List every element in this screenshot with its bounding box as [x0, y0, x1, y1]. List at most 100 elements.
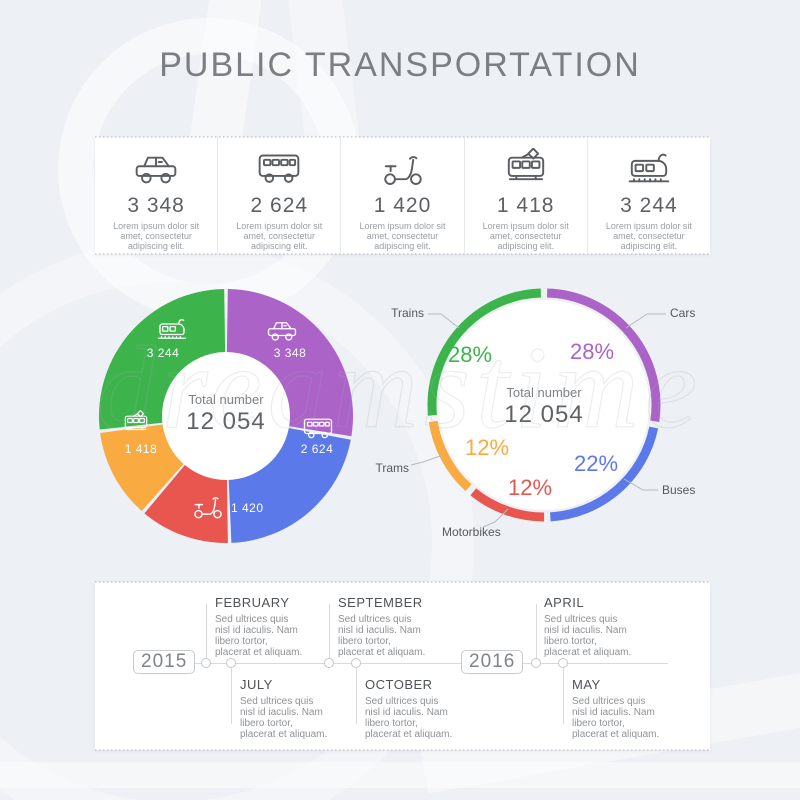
- timeline-connector: [356, 667, 357, 724]
- event-month: SEPTEMBER: [338, 595, 423, 610]
- donut-segment-cars: [226, 289, 354, 437]
- event-month: APRIL: [544, 595, 585, 610]
- donut-chart-totals: 3 348 2 624 1 420 1 418 3 244 Total numb…: [99, 289, 354, 544]
- event-text: Sed ultrices quis nisl id iaculis. Nam l…: [572, 696, 660, 740]
- ring-center-label: Total number: [506, 385, 582, 400]
- timeline-node-september: [324, 658, 334, 668]
- ring-segment-cars: [547, 288, 661, 422]
- perforated-edge: [95, 253, 710, 255]
- timeline-node-february: [201, 658, 211, 668]
- event-month: MAY: [572, 677, 601, 692]
- timeline-node-may: [558, 658, 568, 668]
- event-month: FEBRUARY: [215, 595, 290, 610]
- timeline-event-may: MAY Sed ultrices quis nisl id iaculis. N…: [572, 677, 668, 740]
- ring-segment-trains: [427, 288, 541, 416]
- tram-icon: [500, 148, 552, 191]
- stat-description: Lorem ipsum dolor sit amet, consectetur …: [359, 221, 446, 251]
- scooter-icon: [377, 148, 429, 191]
- stat-description: Lorem ipsum dolor sit amet, consectetur …: [605, 221, 692, 251]
- callout-line-motorbikes: [482, 508, 509, 528]
- percent-trams: 12%: [465, 435, 509, 460]
- timeline-node-october: [351, 658, 361, 668]
- page-title: PUBLIC TRANSPORTATION: [159, 46, 641, 84]
- stat-description: Lorem ipsum dolor sit amet, consectetur …: [113, 221, 200, 251]
- event-month: OCTOBER: [365, 677, 433, 692]
- timeline-connector: [563, 667, 564, 724]
- callout-line-cars: [625, 313, 666, 329]
- timeline-node-july: [226, 658, 236, 668]
- callout-label-trams: Trams: [375, 461, 409, 475]
- stats-panel: 3 348 Lorem ipsum dolor sit amet, consec…: [95, 136, 710, 255]
- stat-card-cars: 3 348 Lorem ipsum dolor sit amet, consec…: [95, 137, 219, 254]
- timeline-connector: [329, 604, 330, 659]
- ring-interior: [439, 300, 649, 510]
- ring-segment-buses: [550, 426, 659, 522]
- event-month: JULY: [240, 677, 273, 692]
- timeline-event-april: APRIL Sed ultrices quis nisl id iaculis.…: [544, 595, 640, 658]
- year-badge-2015: 2015: [133, 650, 196, 674]
- slice-value-trams: 1 418: [125, 442, 158, 456]
- stat-value: 3 244: [620, 194, 678, 217]
- donut-hole: [162, 352, 290, 480]
- callout-label-cars: Cars: [670, 306, 695, 320]
- callout-label-trains: Trains: [391, 306, 424, 320]
- donut-overlay: 3 348 2 624 1 420 1 418 3 244 Total numb…: [124, 319, 334, 519]
- timeline-event-october: OCTOBER Sed ultrices quis nisl id iaculi…: [365, 677, 461, 740]
- donut-segment-trams: [100, 424, 184, 512]
- slice-value-trains: 3 244: [147, 346, 180, 360]
- ring-center-value: 12 054: [504, 401, 583, 428]
- timeline-panel: 2015 2016 FEBRUARY Sed ultrices quis nis…: [95, 581, 710, 751]
- stat-value: 3 348: [127, 194, 185, 217]
- percent-trains: 28%: [448, 342, 492, 367]
- stat-card-trains: 3 244 Lorem ipsum dolor sit amet, consec…: [588, 137, 710, 254]
- slice-value-cars: 3 348: [274, 346, 307, 360]
- callout-label-buses: Buses: [662, 483, 695, 497]
- percent-motorbikes: 12%: [508, 475, 552, 500]
- slice-value-motorbikes: 1 420: [231, 501, 264, 515]
- perforated-edge: [95, 581, 710, 583]
- stat-card-buses: 2 624 Lorem ipsum dolor sit amet, consec…: [218, 137, 342, 254]
- event-text: Sed ultrices quis nisl id iaculis. Nam l…: [544, 614, 632, 658]
- stat-card-trams: 1 418 Lorem ipsum dolor sit amet, consec…: [465, 137, 588, 254]
- donut-segment-trains: [99, 289, 226, 430]
- stat-description: Lorem ipsum dolor sit amet, consectetur …: [236, 221, 323, 251]
- event-text: Sed ultrices quis nisl id iaculis. Nam l…: [365, 696, 453, 740]
- ring-chart-percentages: 28% 28% 12% 12% 22% Total number 12 054 …: [375, 288, 695, 539]
- event-text: Sed ultrices quis nisl id iaculis. Nam l…: [338, 614, 426, 658]
- ring-segment-trams: [428, 420, 472, 492]
- timeline-axis: [192, 663, 668, 664]
- donut-center-value: 12 054: [186, 408, 265, 435]
- percent-cars: 28%: [570, 339, 614, 364]
- bus-icon: [253, 148, 305, 191]
- year-badge-2016: 2016: [461, 650, 524, 674]
- timeline-event-february: FEBRUARY Sed ultrices quis nisl id iacul…: [215, 595, 311, 658]
- perforated-edge: [95, 136, 710, 138]
- stat-value: 1 418: [496, 194, 555, 217]
- callout-label-motorbikes: Motorbikes: [442, 525, 501, 539]
- car-icon: [130, 148, 182, 191]
- event-text: Sed ultrices quis nisl id iaculis. Nam l…: [240, 696, 328, 740]
- train-icon: [623, 148, 675, 191]
- stat-value: 2 624: [250, 194, 309, 217]
- timeline-event-july: JULY Sed ultrices quis nisl id iaculis. …: [240, 677, 336, 740]
- event-text: Sed ultrices quis nisl id iaculis. Nam l…: [215, 614, 303, 658]
- timeline-node-april: [531, 658, 541, 668]
- callout-line-trams: [410, 454, 444, 466]
- stat-description: Lorem ipsum dolor sit amet, consectetur …: [482, 221, 569, 251]
- stat-card-motorbikes: 1 420 Lorem ipsum dolor sit amet, consec…: [341, 137, 465, 254]
- timeline-connector: [536, 604, 537, 659]
- slice-value-buses: 2 624: [301, 442, 334, 456]
- timeline-connector: [231, 667, 232, 724]
- timeline-event-september: SEPTEMBER Sed ultrices quis nisl id iacu…: [338, 595, 434, 658]
- donut-center-label: Total number: [188, 392, 264, 407]
- ring-overlay: 28% 28% 12% 12% 22% Total number 12 054 …: [375, 306, 695, 539]
- background-band-decoration: [0, 762, 800, 788]
- callout-line-buses: [623, 478, 658, 491]
- donut-segment-motorbikes: [144, 465, 228, 544]
- percent-buses: 22%: [574, 451, 618, 476]
- stat-value: 1 420: [373, 194, 432, 217]
- timeline-connector: [206, 604, 207, 659]
- donut-segment-buses: [228, 427, 351, 543]
- perforated-edge: [95, 749, 710, 751]
